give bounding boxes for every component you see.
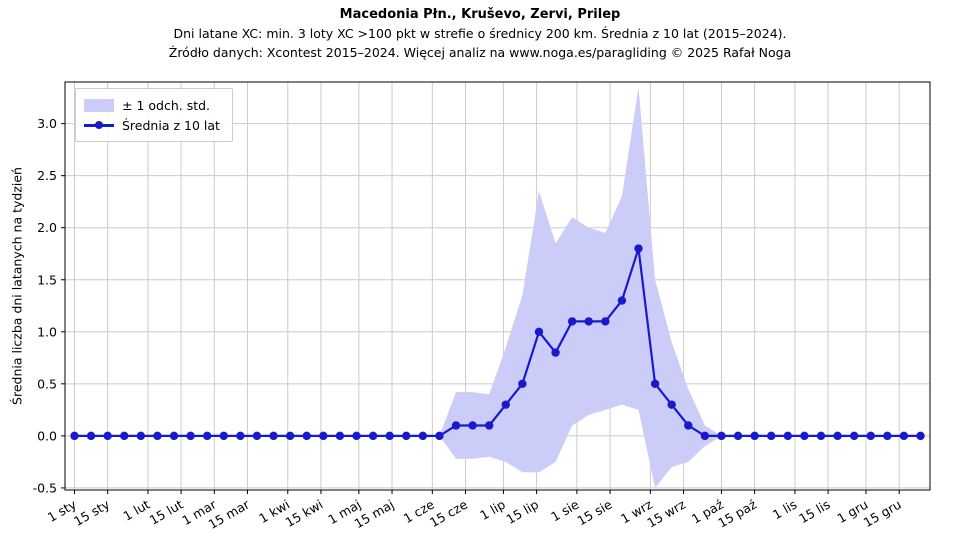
y-tick-label: 1.0 (37, 324, 57, 339)
data-point-marker (451, 421, 461, 430)
data-point-marker (136, 431, 146, 441)
y-axis-label: Średnia liczba dni latanych na tydzień (9, 167, 25, 405)
data-point-marker (866, 431, 875, 441)
y-tick-label: 1.5 (37, 272, 57, 287)
legend-band-label: ± 1 odch. std. (122, 97, 211, 113)
x-tick-label: 15 sie (575, 496, 615, 528)
data-point-marker (750, 431, 759, 441)
axes-frame (64, 81, 931, 491)
y-tick-label: 2.0 (37, 220, 57, 235)
data-point-marker (402, 431, 411, 441)
data-point-marker (733, 431, 743, 441)
data-point-marker (468, 421, 477, 430)
data-point-marker (899, 431, 909, 441)
chart-subtitle-method: Dni latane XC: min. 3 loty XC >100 pkt w… (173, 26, 787, 41)
data-point-marker (335, 431, 345, 441)
data-point-marker (352, 431, 361, 441)
std-band (74, 87, 921, 488)
std-band-swatch (84, 98, 114, 112)
y-tick-label: -0.5 (33, 480, 57, 495)
data-point-marker (833, 431, 842, 441)
legend-mean-label: Średnia z 10 lat (122, 117, 220, 133)
data-point-marker (302, 431, 311, 441)
data-point-marker (86, 431, 96, 441)
x-tick-label: 15 lip (503, 497, 541, 527)
legend: ± 1 odch. std. Średnia z 10 lat (75, 88, 233, 142)
data-point-marker (617, 296, 627, 305)
x-tick-label: 1 lip (477, 497, 508, 523)
data-point-marker (767, 431, 776, 441)
data-point-marker (319, 431, 328, 441)
data-point-marker (816, 431, 826, 441)
y-tick-label: 0.5 (37, 376, 57, 391)
data-point-marker (169, 431, 179, 441)
x-tick-label: 15 sty (71, 496, 113, 529)
data-point-marker (501, 400, 510, 409)
data-point-marker (717, 431, 726, 441)
data-point-marker (186, 431, 195, 441)
data-point-marker (485, 421, 494, 430)
x-tick-label: 15 lut (147, 497, 186, 528)
data-point-marker (700, 431, 710, 441)
x-tick-label: 15 paź (715, 496, 759, 530)
x-tick-label: 15 wrz (644, 496, 688, 530)
data-point-marker (800, 431, 809, 441)
data-point-marker (783, 431, 793, 441)
y-tick-label: 2.5 (37, 168, 57, 183)
y-tick-label: 0.0 (37, 428, 57, 443)
y-tick-label: 3.0 (37, 116, 57, 131)
chart-subtitle-source: Źródło danych: Xcontest 2015–2024. Więce… (168, 45, 792, 60)
data-point-marker (534, 327, 544, 336)
data-point-marker (916, 431, 925, 441)
data-point-marker (385, 431, 394, 441)
data-point-marker (650, 379, 660, 389)
x-tick-label: 15 gru (861, 497, 904, 530)
data-point-marker (285, 431, 295, 441)
data-point-marker (684, 421, 693, 430)
data-point-marker (70, 431, 79, 441)
chart-header: Macedonia Płn., Kruševo, Zervi, Prilep D… (0, 5, 960, 62)
data-point-marker (368, 431, 378, 441)
data-point-marker (219, 431, 228, 441)
data-point-marker (601, 317, 610, 326)
legend-item-mean: Średnia z 10 lat (84, 115, 220, 135)
data-point-marker (120, 431, 129, 441)
data-point-marker (435, 431, 444, 441)
mean-marker-sample (95, 121, 103, 129)
data-point-marker (202, 431, 212, 441)
data-point-marker (236, 431, 245, 441)
legend-item-band: ± 1 odch. std. (84, 95, 220, 115)
data-point-marker (103, 431, 112, 441)
data-point-marker (269, 431, 278, 441)
data-point-marker (252, 431, 262, 441)
mean-line (74, 248, 921, 437)
x-tick-label: 15 lis (796, 497, 832, 527)
chart-title: Macedonia Płn., Kruševo, Zervi, Prilep (339, 7, 621, 22)
x-tick-label: 1 lut (120, 497, 152, 524)
data-point-marker (567, 317, 577, 326)
data-point-marker (584, 317, 593, 326)
x-tick-label: 1 lis (770, 497, 799, 523)
data-point-marker (418, 431, 428, 441)
x-tick-label: 15 cze (427, 496, 470, 530)
data-point-marker (518, 379, 527, 389)
data-point-marker (849, 431, 859, 441)
data-point-marker (153, 431, 162, 441)
x-tick-label: 15 kwi (283, 497, 326, 530)
data-point-marker (667, 400, 676, 409)
mean-line-swatch (84, 119, 114, 132)
data-point-marker (551, 348, 560, 357)
data-point-marker (883, 431, 892, 441)
data-point-marker (634, 244, 643, 253)
